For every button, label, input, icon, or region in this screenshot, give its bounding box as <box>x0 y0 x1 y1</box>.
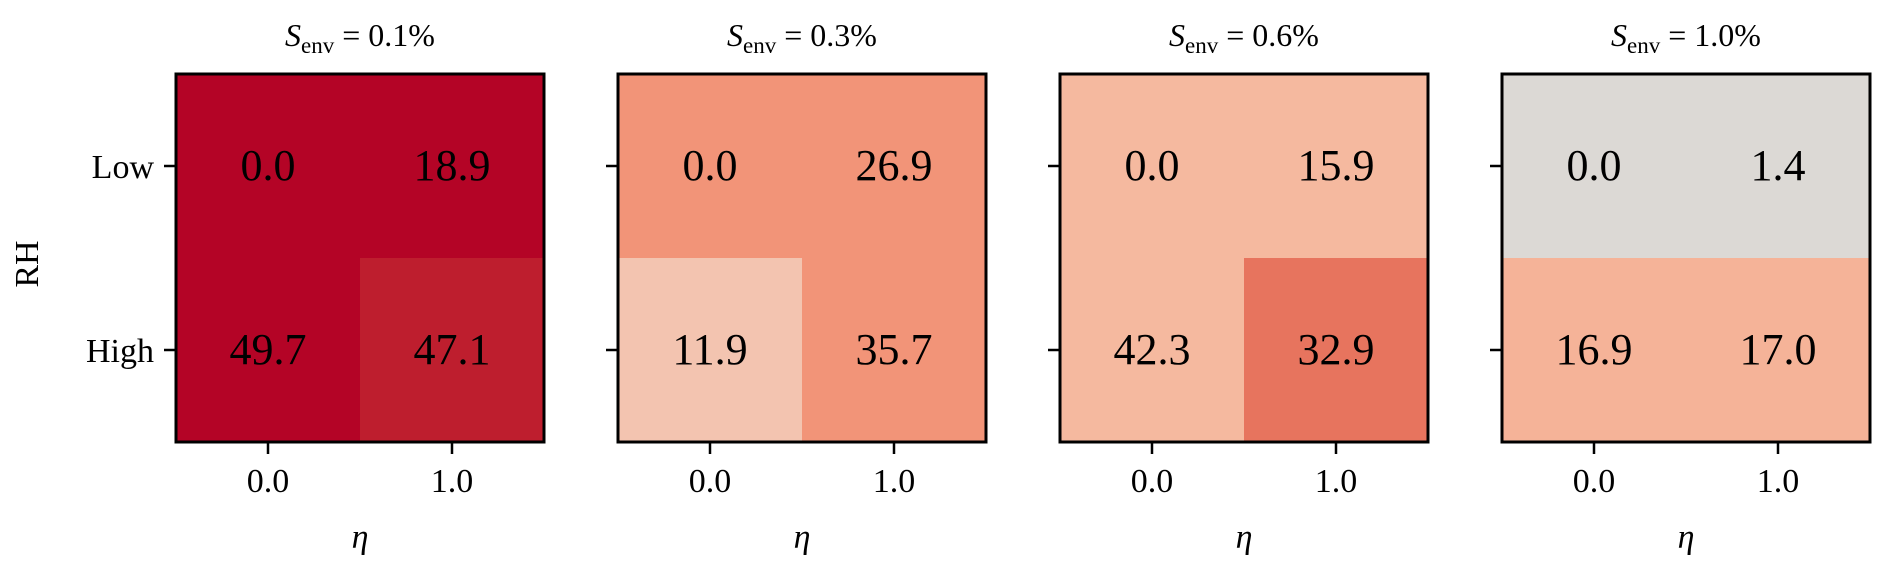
heatmap-cell <box>618 258 802 442</box>
panel-title-symbol: S <box>285 17 301 53</box>
cell-value-label: 0.0 <box>683 141 738 190</box>
cell-value-label: 47.1 <box>414 325 491 374</box>
panel-title-value: = 0.3% <box>776 17 877 53</box>
x-tick-label: 0.0 <box>689 463 732 500</box>
cell-value-label: 32.9 <box>1298 325 1375 374</box>
panel-title-symbol: S <box>727 17 743 53</box>
panel-title-value: = 0.6% <box>1218 17 1319 53</box>
heatmap-cell <box>1060 74 1244 258</box>
panel-title-subscript: env <box>743 33 777 58</box>
heatmap-cell <box>1686 258 1870 442</box>
heatmap-cell <box>360 74 544 258</box>
panel-title-subscript: env <box>301 33 335 58</box>
x-tick-label: 1.0 <box>873 463 916 500</box>
heatmap-panel: 0.0 18.9 49.7 47.1 Low High 0.0 1.0 η Senv = 0.1%… <box>9 17 546 556</box>
panel-title: Senv = 0.1% <box>285 17 435 58</box>
heatmap-cell <box>1686 74 1870 258</box>
x-axis-label: η <box>1236 519 1253 556</box>
cell-value-label: 0.0 <box>241 141 296 190</box>
heatmap-panel: 0.0 1.4 16.9 17.0 0.0 1.0 η Senv = 1.0% <box>1490 17 1872 556</box>
x-tick-label: 1.0 <box>1757 463 1800 500</box>
panel-frame <box>616 72 988 444</box>
heatmap-panel: 0.0 26.9 11.9 35.7 0.0 1.0 η Senv = 0.3% <box>606 17 988 556</box>
cell-value-label: 18.9 <box>414 141 491 190</box>
x-tick-label: 1.0 <box>1315 463 1358 500</box>
cell-value-label: 16.9 <box>1556 325 1633 374</box>
panel-title-value: = 0.1% <box>334 17 435 53</box>
x-axis-label: η <box>1678 519 1695 556</box>
panel-frame <box>1500 72 1872 444</box>
panel-title: Senv = 0.3% <box>727 17 877 58</box>
y-axis-label: RH <box>9 240 46 287</box>
cell-value-label: 11.9 <box>672 325 747 374</box>
x-tick-label: 0.0 <box>1131 463 1174 500</box>
panel-title-symbol: S <box>1611 17 1627 53</box>
heatmap-cell <box>1502 258 1686 442</box>
cell-value-label: 35.7 <box>856 325 933 374</box>
cell-value-label: 0.0 <box>1567 141 1622 190</box>
panel-frame <box>174 72 546 444</box>
cell-value-label: 17.0 <box>1740 325 1817 374</box>
panel-title-subscript: env <box>1185 33 1219 58</box>
heatmap-cell <box>176 74 360 258</box>
panel-title: Senv = 1.0% <box>1611 17 1761 58</box>
cell-value-label: 42.3 <box>1114 325 1191 374</box>
cell-value-label: 15.9 <box>1298 141 1375 190</box>
heatmap-cell <box>802 258 986 442</box>
panel-frame <box>1058 72 1430 444</box>
cell-value-label: 26.9 <box>856 141 933 190</box>
x-axis-label: η <box>794 519 811 556</box>
x-tick-label: 1.0 <box>431 463 474 500</box>
x-tick-label: 0.0 <box>1573 463 1616 500</box>
cell-value-label: 49.7 <box>230 325 307 374</box>
cell-value-label: 1.4 <box>1751 141 1806 190</box>
heatmap-cell <box>802 74 986 258</box>
heatmap-cell <box>1502 74 1686 258</box>
heatmap-cell <box>618 74 802 258</box>
panel-title: Senv = 0.6% <box>1169 17 1319 58</box>
heatmap-cell <box>176 258 360 442</box>
panel-title-value: = 1.0% <box>1660 17 1761 53</box>
x-tick-label: 0.0 <box>247 463 290 500</box>
panel-title-subscript: env <box>1627 33 1661 58</box>
x-axis-label: η <box>352 519 369 556</box>
y-tick-label: Low <box>92 149 155 186</box>
cell-value-label: 0.0 <box>1125 141 1180 190</box>
y-tick-label: High <box>86 333 154 370</box>
heatmap-cell <box>1244 258 1428 442</box>
heatmap-cell <box>360 258 544 442</box>
heatmap-panel: 0.0 15.9 42.3 32.9 0.0 1.0 η Senv = 0.6% <box>1048 17 1430 556</box>
panel-title-symbol: S <box>1169 17 1185 53</box>
heatmap-cell <box>1244 74 1428 258</box>
heatmap-cell <box>1060 258 1244 442</box>
